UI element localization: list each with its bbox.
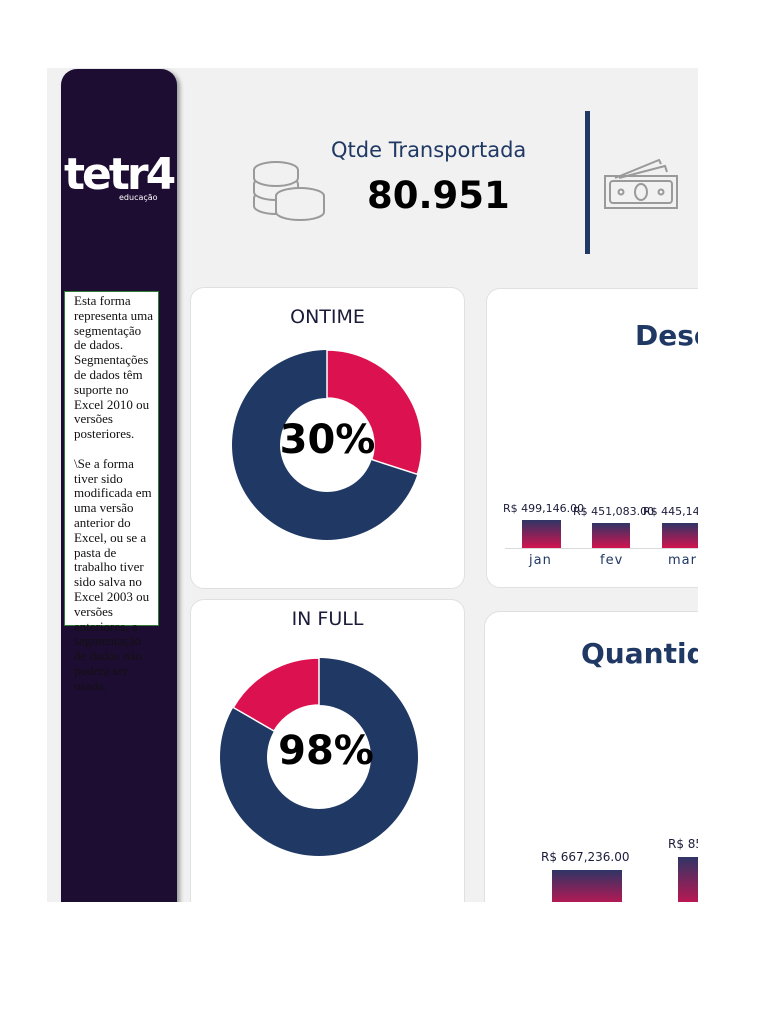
dashboard-canvas: tetr4 educação Esta forma representa uma… xyxy=(47,68,698,902)
ontime-card: ONTIME 30% xyxy=(190,287,465,589)
infull-donut-chart[interactable] xyxy=(213,657,425,857)
quantidade-title: Quantid xyxy=(581,637,698,670)
bar-fev[interactable] xyxy=(592,523,630,548)
money-bill-icon xyxy=(604,158,678,209)
kpi-value: 80.951 xyxy=(367,174,510,217)
ontime-donut-chart[interactable] xyxy=(226,349,428,541)
axis-label-mar: mar xyxy=(668,553,697,568)
bar-quantidade-1[interactable] xyxy=(552,870,622,902)
logo: tetr4 educação xyxy=(64,151,176,211)
kpi-divider xyxy=(585,111,590,254)
bar-label-quantidade-2: R$ 85 xyxy=(668,837,698,851)
logo-sub-text: educação xyxy=(119,193,158,202)
ontime-title: ONTIME xyxy=(290,306,365,328)
desempenho-card: Dese R$ 499,146.00 R$ 451,083.00 R$ 445,… xyxy=(486,288,698,588)
slicer-placeholder[interactable] xyxy=(64,291,159,626)
bar-label-mar: R$ 445,149 xyxy=(643,505,698,518)
kpi-title: Qtde Transportada xyxy=(331,138,527,162)
desempenho-title: Dese xyxy=(635,319,698,352)
axis-label-jan: jan xyxy=(529,553,552,568)
bar-mar[interactable] xyxy=(662,523,698,548)
ontime-percent: 30% xyxy=(279,417,376,463)
bar-jan[interactable] xyxy=(522,520,561,548)
bar-label-fev: R$ 451,083.00 xyxy=(573,505,655,518)
chart-baseline xyxy=(505,548,698,549)
infull-card: IN FULL 98% xyxy=(190,599,465,902)
infull-percent: 98% xyxy=(278,728,374,774)
slicer-message: Esta forma representa uma segmentação de… xyxy=(74,293,154,693)
coins-icon xyxy=(253,161,325,221)
logo-main-text: tetr4 xyxy=(64,149,176,200)
bar-label-jan: R$ 499,146.00 xyxy=(503,502,585,515)
axis-label-fev: fev xyxy=(600,553,624,568)
infull-title: IN FULL xyxy=(291,608,364,630)
bar-label-quantidade-1: R$ 667,236.00 xyxy=(541,850,630,864)
quantidade-card: Quantid R$ 667,236.00 R$ 85 xyxy=(484,611,698,902)
bar-quantidade-2[interactable] xyxy=(678,857,698,902)
